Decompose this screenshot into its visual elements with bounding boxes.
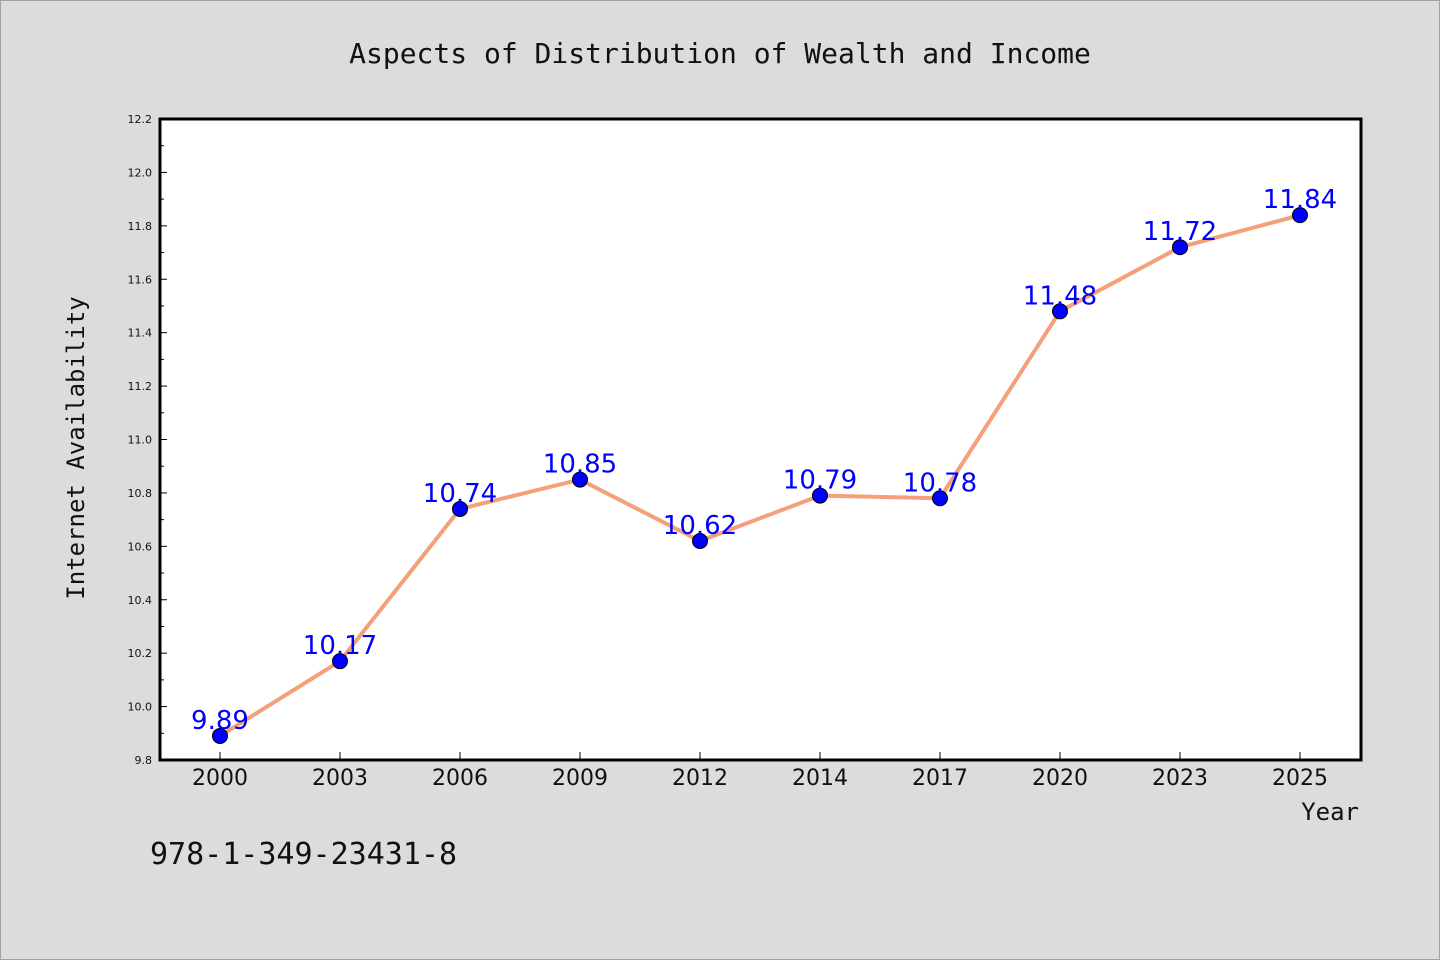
footnote-isbn: 978-1-349-23431-8 [150,837,457,872]
x-tick-label: 2009 [552,766,608,791]
data-point [1292,207,1308,224]
data-point [332,653,348,670]
data-point [452,500,468,517]
y-tick-label: 11.4 [128,327,153,340]
y-tick-label: 10.8 [128,487,153,500]
y-tick-label: 11.0 [128,434,153,447]
data-label: 10.62 [663,511,737,541]
x-tick-label: 2020 [1032,766,1088,791]
x-axis-label: Year [1301,798,1359,826]
x-tick-label: 2003 [312,766,368,791]
x-tick-label: 2000 [192,766,248,791]
y-tick-label: 11.8 [128,220,153,233]
data-point [692,532,708,549]
y-tick-label: 10.4 [128,594,153,607]
data-point [572,471,588,488]
y-tick-label: 11.6 [128,273,153,286]
y-tick-label: 11.2 [128,380,153,393]
data-label: 10.85 [543,450,617,480]
x-tick-label: 2014 [792,766,848,791]
data-point [1172,239,1188,256]
data-label: 11.72 [1143,217,1217,247]
data-point [932,490,948,507]
series-group [212,207,1308,744]
plot-area [158,117,1363,762]
y-tick-label: 10.2 [128,647,153,660]
y-axis-label: Internet Availability [62,296,90,599]
x-tick-label: 2006 [432,766,488,791]
x-tick-label: 2023 [1152,766,1208,791]
x-tick-label: 2012 [672,766,728,791]
data-labels-group: 9.89 10.17 10.74 10.85 10.62 10.79 10.78 11.48 1… [191,185,1337,736]
y-tick-label: 12.2 [128,113,153,126]
y-tick-label: 12.0 [128,166,153,179]
x-tick-label: 2017 [912,766,968,791]
data-label: 10.74 [423,479,497,509]
y-axis: 9.8 10.0 10.2 10.4 10.6 10.8 11.0 11.2 11.4 11.6 1… [128,113,167,767]
x-tick-label: 2025 [1272,766,1328,791]
chart-title: Aspects of Distribution of Wealth and In… [349,37,1091,70]
data-label: 10.17 [303,631,377,661]
data-point [812,487,828,504]
y-tick-label: 10.6 [128,540,153,553]
data-point [212,727,228,744]
data-label: 10.78 [903,468,977,498]
data-label: 9.89 [191,706,249,736]
data-label: 10.79 [783,466,857,496]
y-tick-label: 10.0 [128,701,153,714]
data-label: 11.48 [1023,281,1097,311]
y-tick-label: 9.8 [135,754,153,767]
series-line [218,213,1301,738]
data-point [1052,303,1068,320]
x-axis: 2000 2003 2006 2009 2012 2014 2017 2020 2023 2025 [192,752,1328,791]
data-label: 11.84 [1263,185,1337,215]
